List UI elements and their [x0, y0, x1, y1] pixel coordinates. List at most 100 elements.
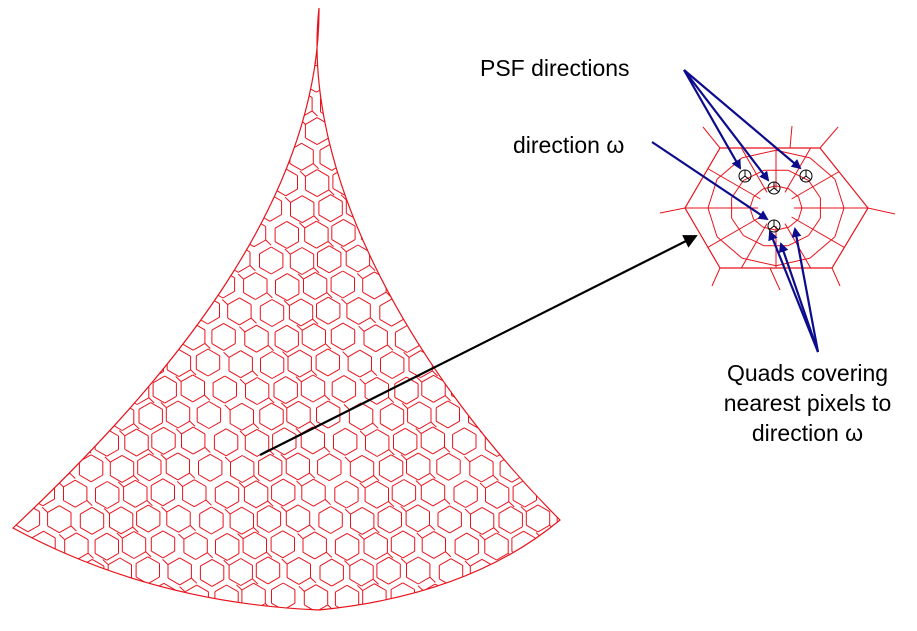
- mesh-edge: [13, 10, 26, 19]
- mesh-edge: [252, 370, 259, 377]
- mesh-edge: [76, 244, 89, 253]
- mesh-edge: [76, 65, 90, 73]
- mesh-edge: [469, 474, 482, 483]
- mesh-edge: [312, 446, 325, 455]
- mesh-edge: [372, 578, 379, 585]
- mesh-edge: [75, 296, 89, 305]
- mesh-edge: [179, 297, 193, 306]
- mesh-edge: [334, 480, 347, 489]
- mesh-edge: [475, 220, 482, 227]
- mesh-edge: [58, 170, 65, 177]
- mesh-edge: [61, 194, 74, 203]
- mesh-edge: [0, 141, 10, 148]
- mesh-edge: [405, 220, 419, 229]
- mesh-edge: [16, 325, 30, 333]
- inset-edge: [731, 217, 744, 236]
- mesh-edge: [392, 188, 406, 196]
- mesh-edge: [481, 527, 495, 535]
- mesh-edge: [508, 449, 515, 456]
- mesh-edge: [324, 394, 331, 401]
- mesh-edge: [117, 160, 130, 169]
- mesh-edge: [319, 558, 332, 567]
- mesh-edge: [61, 270, 74, 279]
- mesh-edge: [268, 525, 281, 533]
- mesh-edge: [374, 291, 387, 300]
- mesh-edge: [245, 449, 258, 457]
- mesh-edge: [511, 114, 524, 123]
- mesh-edge: [385, 603, 392, 610]
- mesh-edge: [46, 472, 59, 481]
- mesh-edge: [552, 446, 560, 455]
- mesh-edge: [376, 429, 390, 437]
- mesh-edge: [376, 37, 389, 45]
- mesh-edge: [61, 163, 75, 172]
- mesh-edge: [166, 8, 179, 14]
- mesh-edge: [299, 349, 312, 358]
- mesh-edge: [19, 350, 32, 359]
- mesh-edge: [136, 428, 149, 437]
- mesh-edge: [64, 13, 77, 21]
- mesh-edge: [144, 187, 152, 194]
- mesh-edge: [168, 297, 181, 306]
- mesh-edge: [541, 319, 555, 328]
- mesh-edge: [175, 324, 182, 331]
- mesh-edge: [407, 89, 420, 98]
- mesh-edge: [451, 38, 464, 47]
- mesh-edge: [80, 527, 93, 535]
- mesh-edge: [177, 452, 190, 461]
- mesh-edge: [300, 318, 313, 327]
- mesh-edge: [94, 532, 108, 541]
- mesh-edge: [13, 272, 18, 281]
- mesh-edge: [543, 344, 556, 353]
- mesh-edge: [509, 557, 522, 565]
- mesh-edge: [466, 137, 479, 145]
- mesh-edge: [509, 245, 522, 254]
- mesh-edge: [421, 374, 434, 383]
- mesh-edge: [424, 292, 437, 301]
- mesh-edge: [331, 578, 344, 587]
- mesh-edge: [558, 557, 560, 566]
- mesh-edge: [404, 188, 417, 196]
- mesh-edge: [13, 293, 18, 301]
- inset-edge: [749, 196, 754, 209]
- mesh-edge: [45, 420, 59, 429]
- mesh-edge: [105, 64, 118, 72]
- mesh-edge: [226, 604, 239, 610]
- mesh-edge: [537, 556, 550, 564]
- mesh-edge: [409, 298, 422, 307]
- mesh-edge: [148, 88, 161, 97]
- mesh-edge: [129, 109, 136, 116]
- mesh-edge: [105, 376, 118, 384]
- mesh-edge: [224, 375, 237, 384]
- mesh-edge: [251, 58, 258, 65]
- mesh-edge: [568, 473, 580, 480]
- mesh-edge: [154, 168, 167, 177]
- mesh-edge: [35, 241, 48, 250]
- mesh-edge: [421, 215, 434, 223]
- mesh-edge: [435, 272, 448, 281]
- mesh-edge: [346, 33, 360, 42]
- mesh-edge: [526, 473, 540, 481]
- mesh-edge: [526, 89, 539, 97]
- mesh-edge: [356, 273, 364, 280]
- mesh-edge: [535, 12, 543, 19]
- mesh-edge: [466, 192, 479, 201]
- mesh-edge: [303, 271, 316, 280]
- mesh-edge: [140, 299, 153, 307]
- mesh-edge: [242, 32, 255, 40]
- mesh-edge: [149, 473, 162, 482]
- mesh-edge: [197, 193, 210, 202]
- mesh-edge: [450, 342, 464, 351]
- mesh-edge: [528, 401, 541, 410]
- mesh-edge: [0, 267, 12, 274]
- mesh-edge: [286, 504, 299, 513]
- mesh-edge: [407, 109, 420, 118]
- mesh-edge: [435, 84, 448, 93]
- mesh-edge: [526, 524, 539, 533]
- mesh-edge: [462, 290, 476, 299]
- mesh-edge: [244, 480, 257, 489]
- mesh-edge: [356, 65, 363, 72]
- mesh-edge: [241, 423, 254, 431]
- mesh-edge: [27, 524, 40, 533]
- mesh-edge: [526, 453, 540, 461]
